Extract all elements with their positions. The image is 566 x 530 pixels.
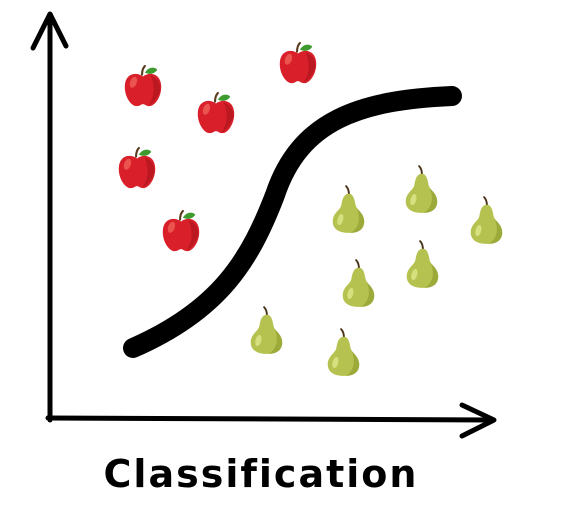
- x-axis-line: [48, 418, 492, 420]
- diagram-caption: Classification: [0, 452, 544, 496]
- pear-icon: [406, 166, 438, 213]
- apple-icon: [280, 43, 316, 83]
- apple-icon: [163, 211, 199, 251]
- apple-icon: [125, 66, 161, 106]
- y-axis: [33, 14, 66, 420]
- x-axis: [48, 405, 494, 436]
- pear-icon: [471, 197, 503, 244]
- pear-icon: [328, 329, 360, 376]
- pear-icon: [333, 186, 365, 233]
- pear-icon: [407, 241, 439, 288]
- pear-icon: [343, 260, 375, 307]
- apple-group: [119, 43, 316, 251]
- apple-icon: [119, 148, 155, 188]
- apple-icon: [198, 93, 234, 133]
- pear-group: [251, 166, 502, 376]
- pear-icon: [251, 307, 282, 354]
